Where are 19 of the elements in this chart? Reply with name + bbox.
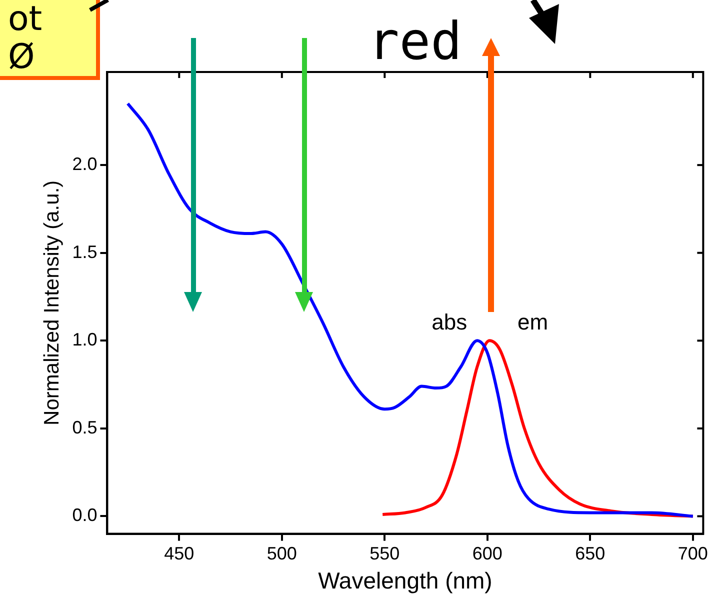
- y-tick-label: 1.5: [72, 242, 98, 262]
- x-axis-title: Wavelength (nm): [318, 568, 492, 594]
- x-tick-label: 550: [370, 544, 400, 564]
- line-series: [126, 102, 694, 518]
- y-tick-label: 1.0: [72, 330, 98, 350]
- x-tick-label: 500: [266, 544, 297, 564]
- series-label: abs: [432, 310, 468, 335]
- text: Ø: [8, 37, 36, 77]
- y-tick-label: 2.0: [72, 154, 98, 174]
- text: red: [368, 12, 462, 72]
- x-tick-label: 450: [164, 544, 194, 564]
- series-label: em: [517, 310, 548, 335]
- y-axis-title: Normalized Intensity (a.u.): [40, 180, 64, 426]
- y-tick-label: 0.0: [72, 505, 98, 526]
- text: ot: [8, 0, 44, 39]
- x-tick-label: 700: [678, 544, 708, 564]
- x-tick-label: 650: [575, 544, 606, 564]
- x-tick-label: 600: [472, 544, 502, 564]
- y-tick-label: 0.5: [72, 417, 98, 438]
